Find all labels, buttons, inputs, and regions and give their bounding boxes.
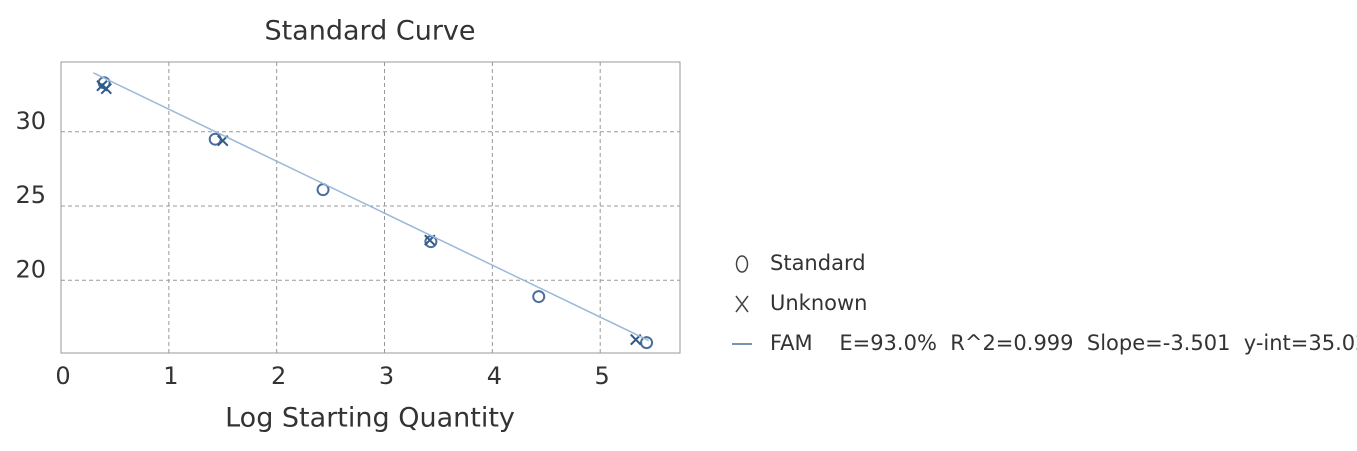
y-tick-label: 25 xyxy=(15,181,46,209)
y-tick-label: 30 xyxy=(15,107,46,135)
x-tick-label: 5 xyxy=(595,362,610,390)
y-tick-label: 20 xyxy=(15,255,46,283)
plot-frame xyxy=(60,61,681,354)
standard-point xyxy=(532,290,546,304)
legend-label: FAM E=93.0% R^2=0.999 Slope=-3.501 y-int… xyxy=(770,331,1357,355)
x-axis-label: Log Starting Quantity xyxy=(225,403,515,434)
x-tick-label: 4 xyxy=(487,362,502,390)
chart-title: Standard Curve xyxy=(264,16,475,47)
x-tick-label: 0 xyxy=(55,362,70,390)
unknown-point xyxy=(100,83,113,95)
x-tick-label: 2 xyxy=(271,362,286,390)
legend-label: Unknown xyxy=(770,291,867,315)
standard-point xyxy=(640,336,654,350)
legend-label: Standard xyxy=(770,251,866,275)
x-tick-label: 1 xyxy=(163,362,178,390)
legend-marker xyxy=(735,255,749,273)
fit-line xyxy=(93,72,650,342)
legend-marker xyxy=(735,295,749,313)
x-tick-label: 3 xyxy=(379,362,394,390)
